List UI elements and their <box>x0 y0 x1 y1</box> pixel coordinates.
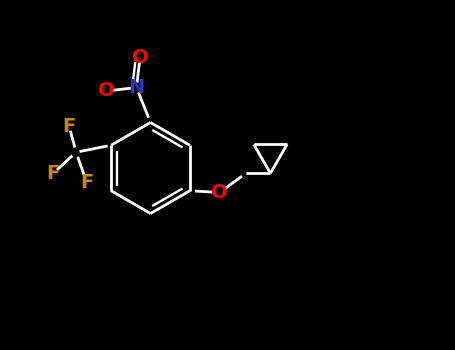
Text: O: O <box>131 48 148 67</box>
Text: F: F <box>80 173 93 191</box>
Text: F: F <box>47 164 60 183</box>
Text: O: O <box>211 183 228 202</box>
Text: O: O <box>98 82 115 100</box>
Text: F: F <box>62 117 76 135</box>
Text: N: N <box>128 78 145 97</box>
